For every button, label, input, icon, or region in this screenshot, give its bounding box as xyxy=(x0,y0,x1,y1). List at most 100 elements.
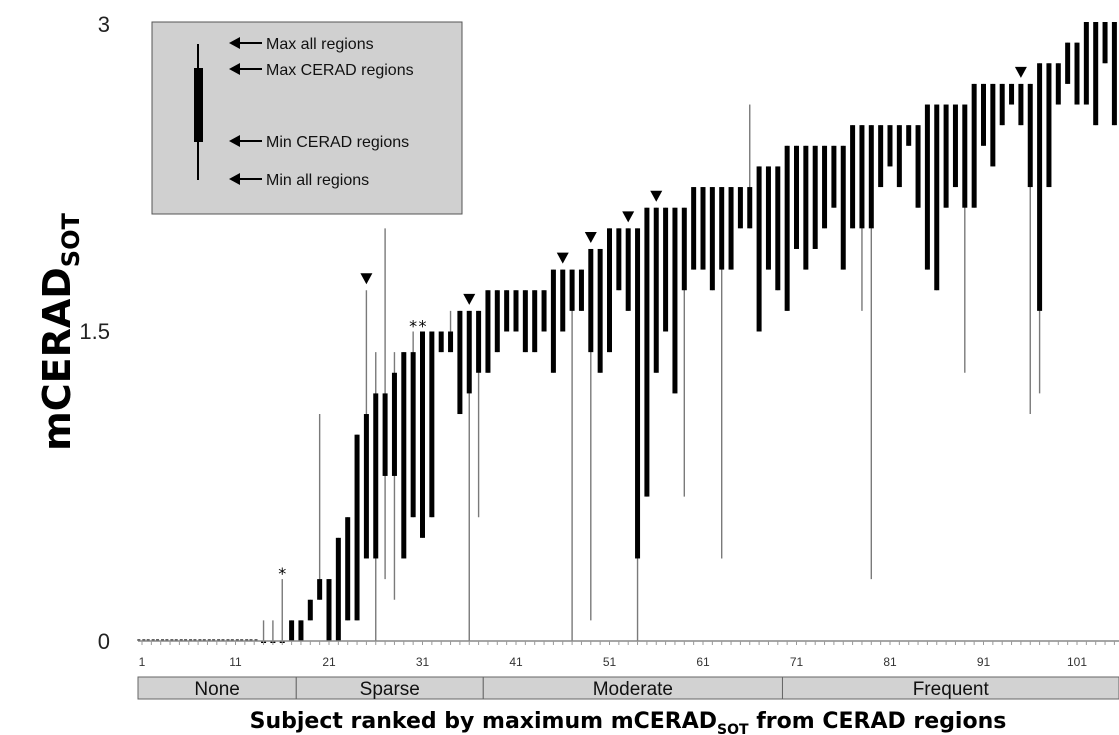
subject-box xyxy=(728,187,734,270)
subject-box xyxy=(569,269,575,311)
subject-bars xyxy=(137,22,1117,643)
subject-box xyxy=(532,290,538,353)
subject-box xyxy=(737,187,743,229)
subject-box xyxy=(578,269,584,311)
x-ticks: 1 11 21 31 41 51 61 71 81 91 101 xyxy=(139,641,1115,669)
star-marker: * xyxy=(278,564,286,583)
subject-box xyxy=(831,145,837,208)
subject-box xyxy=(635,228,641,559)
subject-box xyxy=(1102,22,1108,64)
x-tick-label: 41 xyxy=(509,655,523,669)
x-axis-label-tail: from CERAD regions xyxy=(749,709,1007,734)
subject-box xyxy=(1018,83,1024,126)
subject-box xyxy=(1083,22,1089,105)
triangle-marker xyxy=(463,293,476,305)
legend-box-bar xyxy=(194,68,203,142)
triangle-marker xyxy=(584,231,597,243)
x-tick-label: 91 xyxy=(977,655,991,669)
markers: ** * xyxy=(278,66,1027,583)
x-tick-label: 51 xyxy=(603,655,617,669)
subject-box xyxy=(485,290,491,373)
subject-box xyxy=(672,207,678,394)
subject-box xyxy=(1046,63,1052,188)
triangle-marker xyxy=(556,252,569,264)
subject-box xyxy=(943,104,949,208)
subject-box xyxy=(616,228,622,291)
triangle-marker xyxy=(360,273,373,285)
subject-box xyxy=(794,145,799,249)
subject-box xyxy=(644,207,650,497)
subject-box xyxy=(747,187,753,229)
subject-box xyxy=(840,145,846,270)
subject-box xyxy=(990,83,996,167)
triangle-marker xyxy=(1014,66,1027,78)
x-tick-label: 1 xyxy=(139,655,146,669)
subject-box xyxy=(307,599,313,621)
legend-box xyxy=(151,21,463,215)
x-tick-label: 101 xyxy=(1067,655,1087,669)
subject-box xyxy=(550,269,556,373)
subject-box xyxy=(1111,22,1117,126)
subject-box xyxy=(681,207,687,291)
subject-box xyxy=(812,145,818,249)
subject-box xyxy=(691,187,697,270)
subject-box xyxy=(448,331,454,353)
x-tick-label: 11 xyxy=(229,655,242,669)
y-tick-label: 1.5 xyxy=(79,319,110,344)
y-tick-label: 3 xyxy=(98,12,110,37)
category-label: Moderate xyxy=(593,679,673,700)
subject-box xyxy=(391,372,397,476)
subject-box xyxy=(1027,83,1033,188)
subject-box xyxy=(952,104,958,188)
subject-box xyxy=(541,290,547,332)
legend-max-cerad: Max CERAD regions xyxy=(266,62,414,79)
legend-arrow-min-cerad xyxy=(229,135,262,147)
subject-box xyxy=(896,125,902,188)
legend: Max all regions Max CERAD regions Min CE… xyxy=(151,21,463,215)
subject-box xyxy=(663,207,669,332)
subject-box xyxy=(765,166,771,270)
legend-min-cerad: Min CERAD regions xyxy=(266,134,409,151)
x-axis-label-main: Subject ranked by maximum mCERAD xyxy=(250,709,717,734)
subject-box xyxy=(962,104,968,208)
subject-box xyxy=(335,537,341,641)
subject-box xyxy=(1065,42,1071,84)
subject-box xyxy=(924,104,930,270)
y-tick-label: 0 xyxy=(98,629,110,654)
star-marker: * xyxy=(419,317,427,336)
subject-box xyxy=(457,310,463,415)
subject-box xyxy=(850,125,856,229)
subject-box xyxy=(784,145,790,311)
subject-box xyxy=(756,166,762,332)
subject-box xyxy=(588,248,594,353)
legend-arrow-min-all xyxy=(229,173,262,185)
subject-box xyxy=(466,310,472,394)
category-label: Sparse xyxy=(360,679,420,700)
subject-box xyxy=(859,125,865,229)
category-strip: None Sparse Moderate Frequent xyxy=(137,676,1119,700)
subject-box xyxy=(915,125,921,208)
subject-box xyxy=(1074,42,1080,105)
subject-box xyxy=(363,414,369,559)
subject-box xyxy=(1093,22,1099,126)
subject-box xyxy=(597,248,603,373)
legend-max-all: Max all regions xyxy=(266,36,374,53)
subject-box xyxy=(878,125,884,188)
subject-box xyxy=(317,579,323,600)
subject-box xyxy=(298,620,304,641)
subject-box xyxy=(1037,63,1043,311)
subject-box xyxy=(625,228,631,311)
subject-box xyxy=(803,145,809,270)
subject-box xyxy=(494,290,500,353)
y-axis-label: mCERADSOT xyxy=(35,213,85,451)
subject-box xyxy=(1055,63,1061,105)
subject-box xyxy=(438,331,444,353)
subject-box xyxy=(775,166,781,291)
triangle-marker xyxy=(650,190,663,202)
subject-box xyxy=(401,352,407,559)
subject-box xyxy=(429,331,435,518)
y-axis-label-main: mCERAD xyxy=(35,267,79,451)
subject-box xyxy=(971,83,977,208)
subject-box xyxy=(653,207,659,373)
